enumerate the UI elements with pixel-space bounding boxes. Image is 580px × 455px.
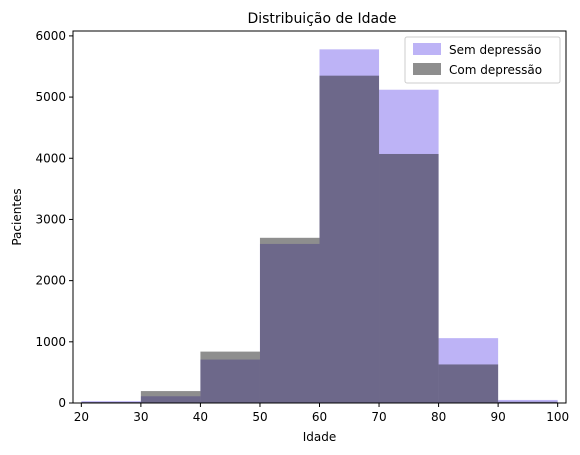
y-axis-ticks: 0 1000 2000 3000 4000 5000 6000: [35, 29, 73, 410]
y-tick-label: 1000: [35, 335, 66, 349]
y-axis-label: Pacientes: [10, 188, 24, 245]
bars-layer: [81, 49, 558, 404]
legend-label: Com depressão: [449, 63, 542, 77]
legend: Sem depressão Com depressão: [404, 36, 561, 84]
x-tick-label: 70: [371, 410, 386, 424]
legend-box: [404, 36, 561, 84]
x-tick-label: 90: [490, 410, 505, 424]
bar-series1-bin-20-30: [81, 401, 141, 403]
x-axis-label: Idade: [303, 430, 337, 444]
x-tick-label: 100: [546, 410, 569, 424]
x-tick-label: 80: [431, 410, 446, 424]
y-tick-label: 4000: [35, 151, 66, 165]
x-tick-label: 30: [133, 410, 148, 424]
bar-series2-bin-60-70: [319, 75, 380, 403]
bar-series2-bin-90-100: [498, 401, 558, 403]
y-tick-label: 5000: [35, 90, 66, 104]
y-tick-label: 2000: [35, 274, 66, 288]
x-axis-ticks: 20 30 40 50 60 70 80 90 100: [74, 403, 569, 424]
legend-swatch: [413, 63, 441, 75]
chart-title: Distribuição de Idade: [247, 11, 396, 27]
legend-swatch: [413, 43, 441, 55]
x-tick-label: 40: [193, 410, 208, 424]
y-tick-label: 3000: [35, 212, 66, 226]
bar-series2-bin-80-90: [438, 364, 499, 403]
bar-series2-bin-70-80: [379, 153, 439, 403]
x-tick-label: 60: [312, 410, 327, 424]
x-tick-label: 50: [252, 410, 267, 424]
legend-label: Sem depressão: [449, 43, 541, 57]
x-tick-label: 20: [74, 410, 89, 424]
bar-series2-bin-30-40: [140, 391, 201, 403]
y-tick-label: 6000: [35, 29, 66, 43]
bar-series2-bin-50-60: [259, 237, 320, 403]
bar-series1-bin-90-100: [498, 399, 558, 403]
y-tick-label: 0: [58, 396, 66, 410]
bar-series2-bin-40-50: [200, 351, 260, 403]
